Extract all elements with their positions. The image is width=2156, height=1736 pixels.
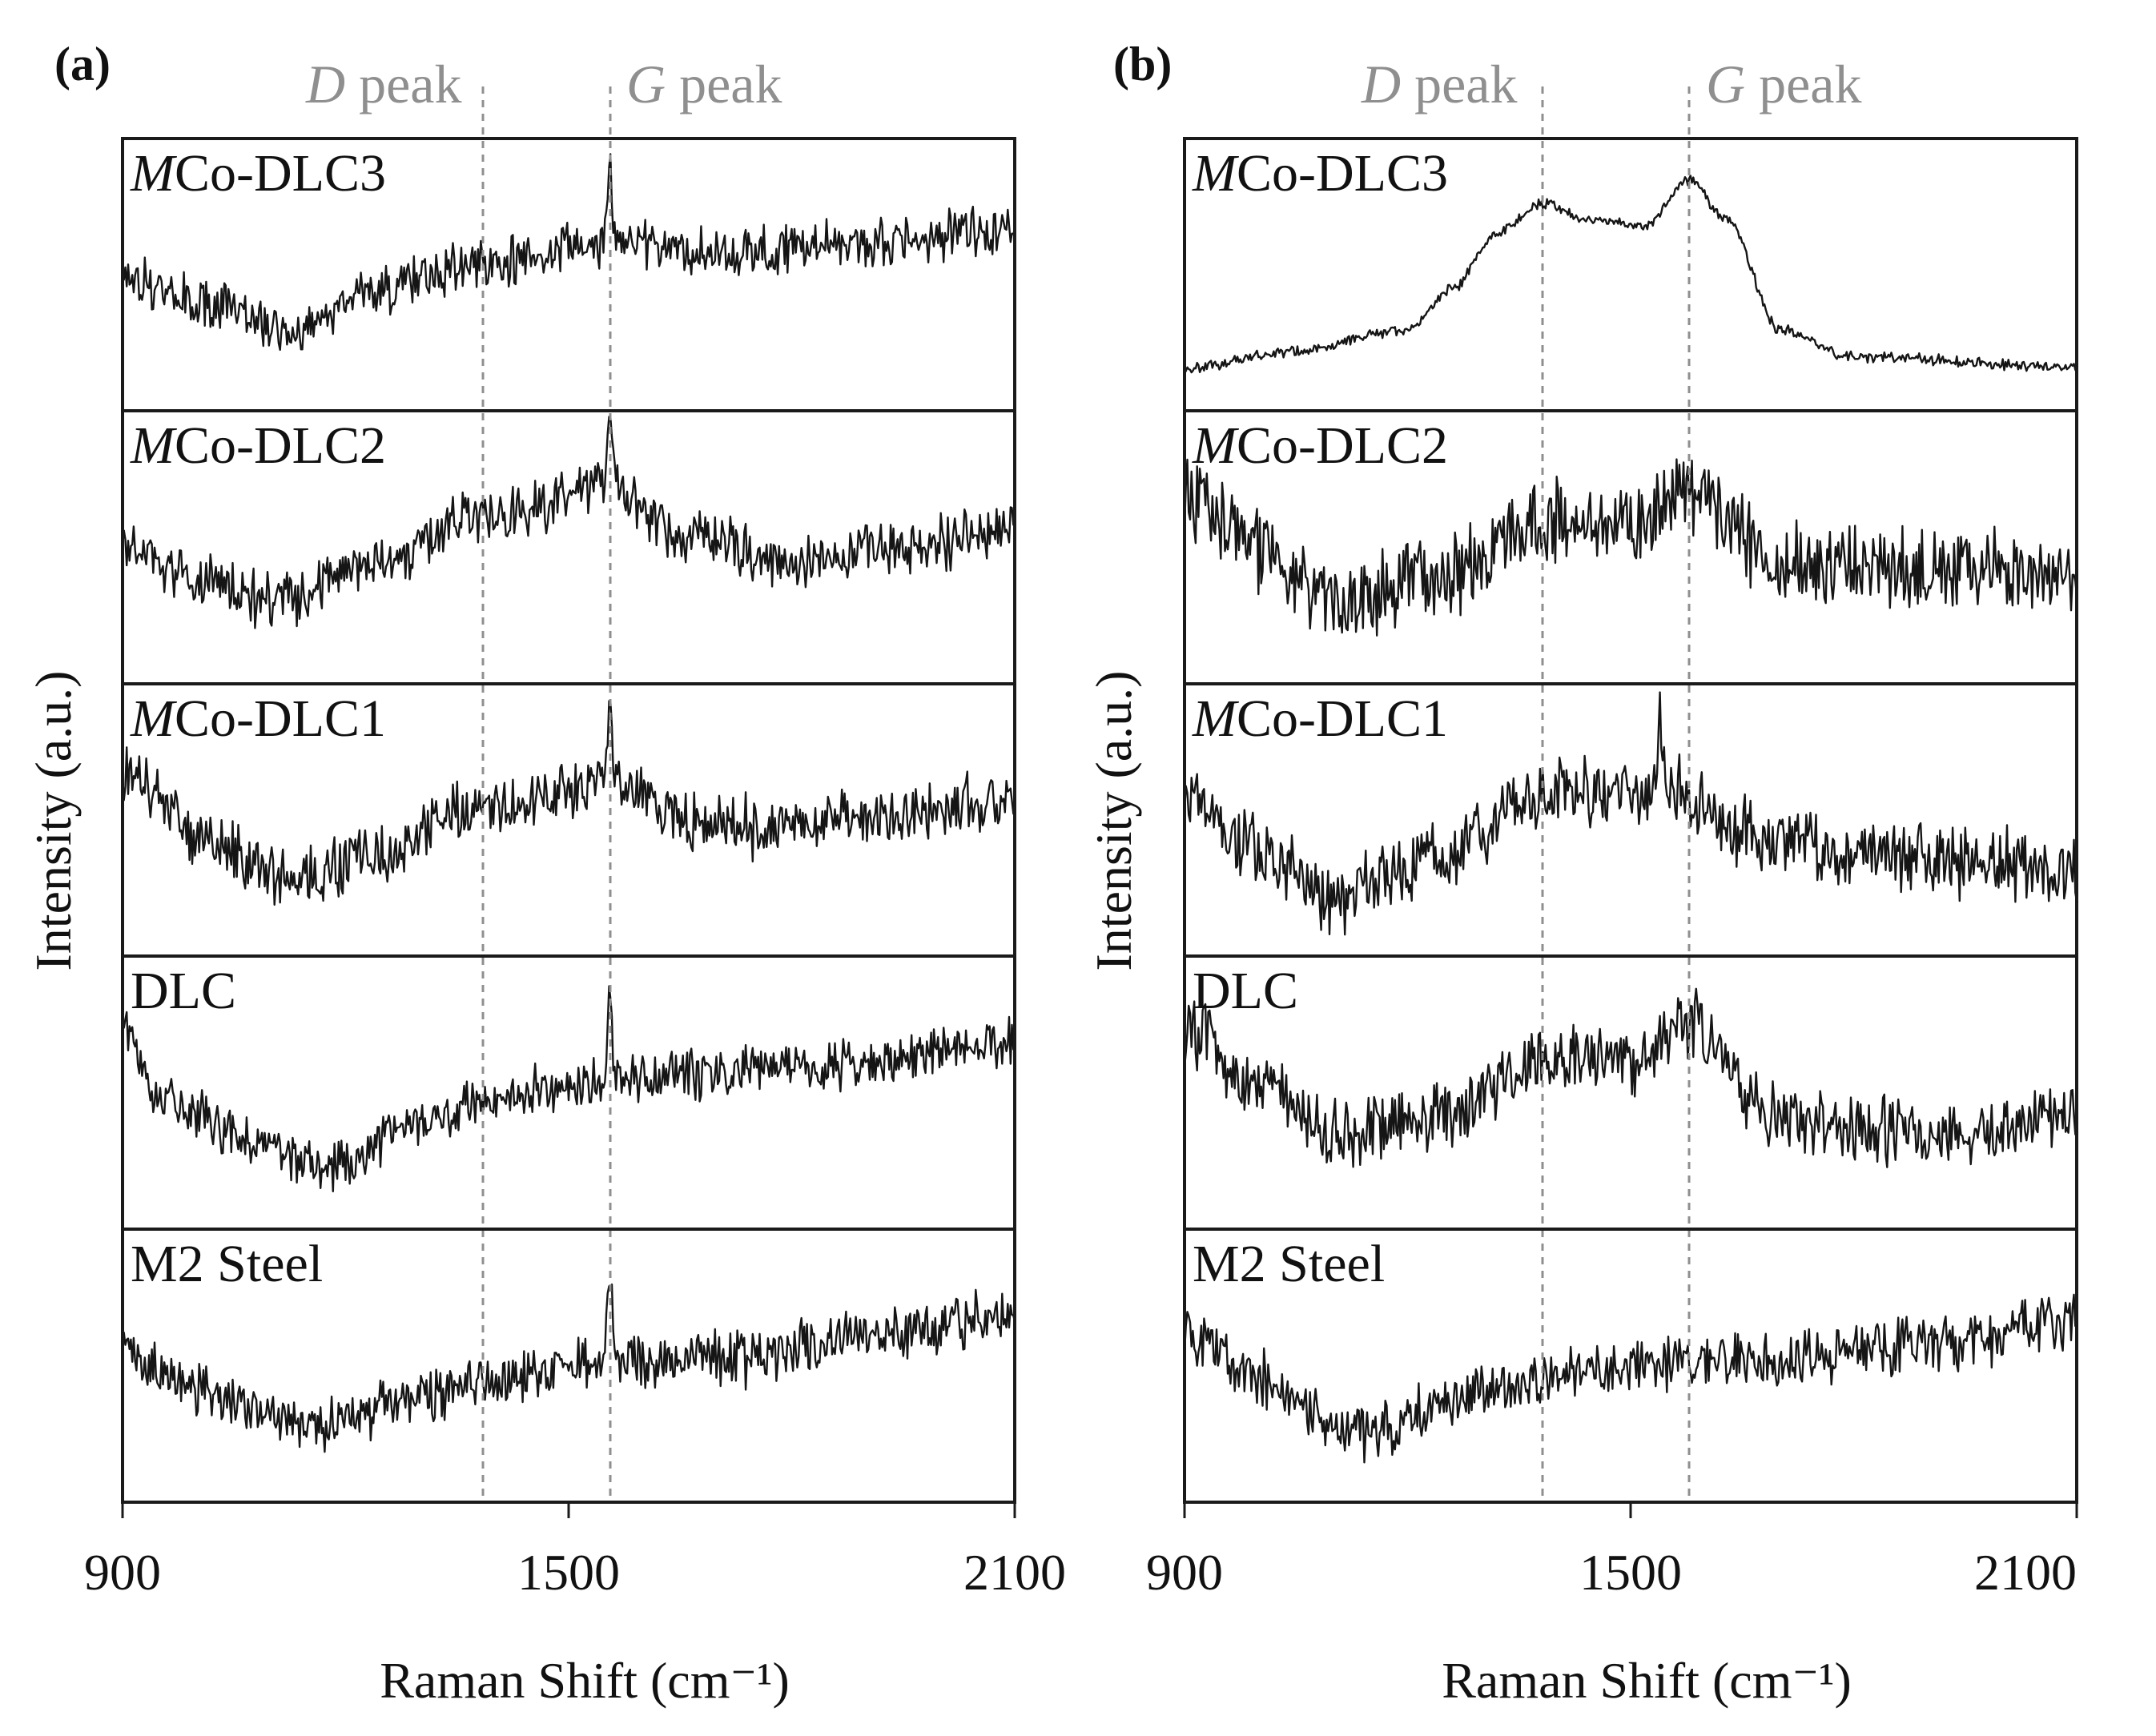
panel-a-trace-m2-steel xyxy=(121,1283,1016,1453)
panel-b-label-m2-steel: M2 Steel xyxy=(1193,1235,1385,1293)
panel-b: (b) D peak G peak MCo-DLC3 MCo-DLC2 MCo-… xyxy=(1085,38,2078,1709)
panel-a-d-peak-label: D peak xyxy=(305,54,461,115)
panel-b-traces xyxy=(1183,175,2078,1464)
panel-a-trace-mco-dlc1 xyxy=(121,700,1016,906)
panel-a-label-mco-dlc1: MCo-DLC1 xyxy=(130,689,386,748)
panel-b-trace-m2-steel xyxy=(1183,1293,2078,1464)
panel-b-x-axis-label: Raman Shift (cm⁻¹) xyxy=(1442,1652,1852,1709)
panel-b-label-mco-dlc1: MCo-DLC1 xyxy=(1192,689,1448,748)
panel-b-trace-mco-dlc2 xyxy=(1183,458,2078,637)
panel-b-d-peak-label: D peak xyxy=(1361,54,1517,115)
panel-a-g-peak-label: G peak xyxy=(626,54,782,115)
panel-a-traces xyxy=(121,153,1016,1453)
panel-b-label-mco-dlc2: MCo-DLC2 xyxy=(1192,416,1448,475)
panel-a-label-mco-dlc2: MCo-DLC2 xyxy=(130,416,386,475)
panel-a-tick-label-2100: 2100 xyxy=(963,1544,1066,1601)
panel-b-letter: (b) xyxy=(1113,38,1172,90)
panel-b-y-axis-label: Intensity (a.u.) xyxy=(1085,671,1142,971)
panel-a-trace-dlc xyxy=(121,985,1016,1192)
panel-a-y-axis-label: Intensity (a.u.) xyxy=(25,671,82,971)
panel-a-letter: (a) xyxy=(54,38,111,90)
panel-b-trace-dlc xyxy=(1183,987,2078,1168)
panel-a-x-axis-label: Raman Shift (cm⁻¹) xyxy=(380,1652,790,1709)
panel-b-tick-label-1500: 1500 xyxy=(1579,1544,1682,1601)
panel-a-label-mco-dlc3: MCo-DLC3 xyxy=(130,144,386,203)
panel-b-label-dlc: DLC xyxy=(1193,962,1298,1020)
panel-b-tick-label-2100: 2100 xyxy=(1974,1544,2077,1601)
panel-b-trace-mco-dlc3 xyxy=(1183,175,2078,374)
panel-a-trace-mco-dlc3 xyxy=(121,153,1016,352)
panel-a-tick-label-900: 900 xyxy=(84,1544,161,1601)
panel-b-g-peak-label: G peak xyxy=(1706,54,1861,115)
panel-a-label-m2-steel: M2 Steel xyxy=(131,1235,323,1293)
panel-a-tick-label-1500: 1500 xyxy=(517,1544,620,1601)
panel-a-trace-mco-dlc2 xyxy=(121,416,1016,629)
panel-b-trace-mco-dlc1 xyxy=(1183,691,2078,936)
panel-a-label-dlc: DLC xyxy=(131,962,236,1020)
panel-b-label-mco-dlc3: MCo-DLC3 xyxy=(1192,144,1448,203)
panel-b-tick-label-900: 900 xyxy=(1146,1544,1223,1601)
panel-a: (a) D peak G peak MCo-DLC3 MCo-DLC2 MCo-… xyxy=(25,38,1066,1709)
